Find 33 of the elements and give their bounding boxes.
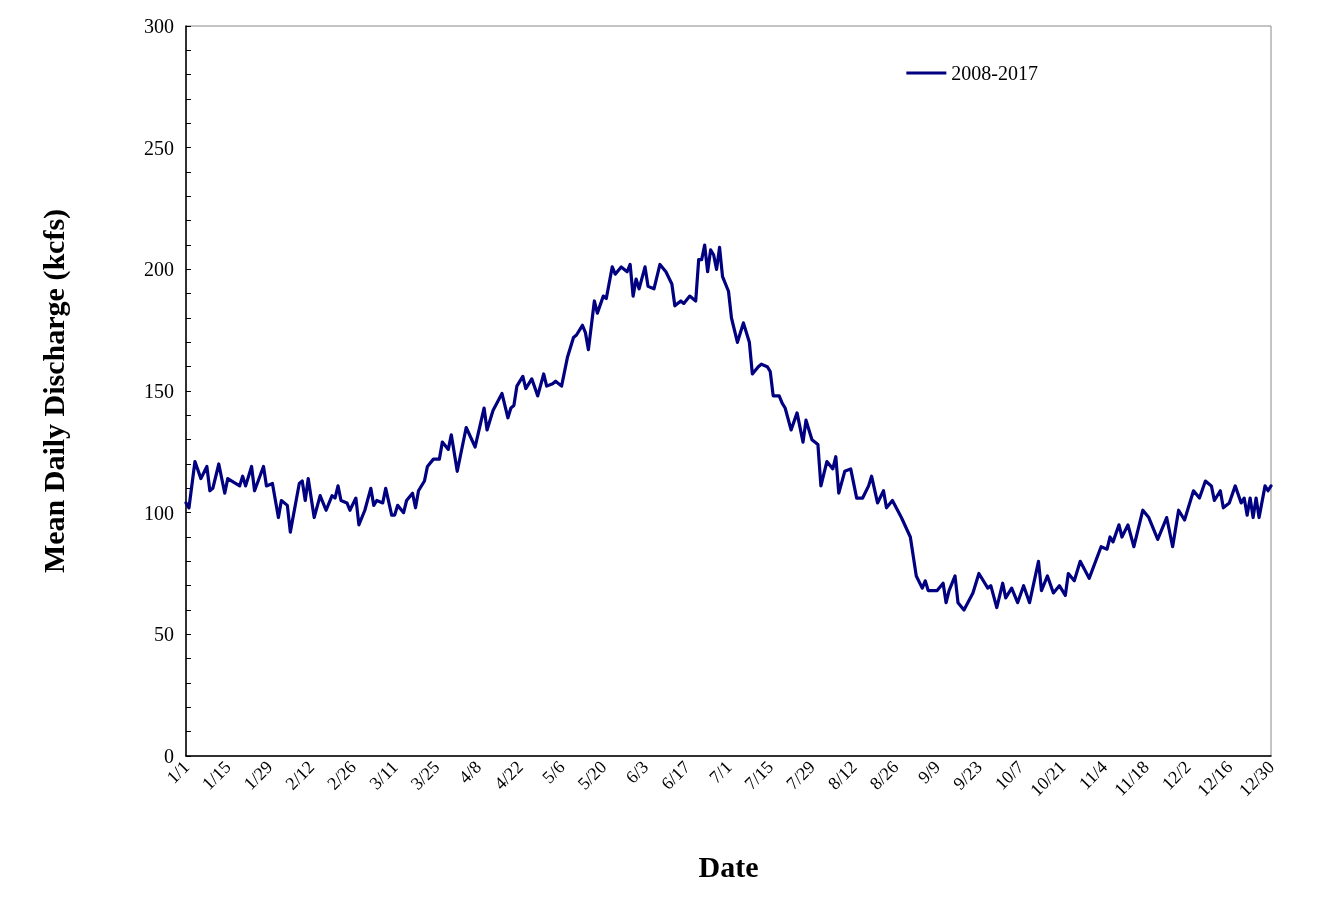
x-tick-label: 10/7	[990, 756, 1028, 794]
x-tick-label: 9/9	[913, 756, 945, 788]
x-tick-label: 11/4	[1074, 756, 1112, 794]
line-series	[184, 243, 1273, 612]
y-tick-label: 200	[144, 258, 174, 281]
x-tick-label: 8/26	[865, 756, 903, 794]
y-tick-label: 100	[144, 501, 174, 524]
y-tick-label: 150	[144, 380, 174, 402]
x-tick-label: 4/22	[490, 756, 527, 794]
x-tick-label: 9/23	[949, 756, 986, 794]
y-tick-label: 50	[154, 623, 174, 646]
y-axis-title: Mean Daily Discharge (kcfs)	[36, 208, 71, 574]
legend-label: 2008-2017	[951, 62, 1039, 84]
x-tick-label: 4/8	[454, 756, 486, 788]
x-tick-label: 12/2	[1157, 756, 1195, 794]
x-tick-label: 3/11	[365, 756, 402, 794]
x-tick-label: 7/29	[782, 756, 820, 794]
x-tick-label: 5/6	[538, 756, 569, 788]
x-tick-label: 1/29	[239, 756, 277, 794]
x-tick-label: 2/12	[281, 756, 319, 794]
y-tick-label: 0	[164, 745, 174, 767]
x-tick-label: 6/3	[621, 756, 653, 788]
x-tick-label: 3/25	[406, 756, 444, 794]
x-tick-label: 7/1	[705, 756, 736, 788]
x-tick-label: 2/26	[323, 756, 360, 794]
x-tick-label: 8/12	[824, 756, 861, 794]
y-tick-label: 250	[144, 136, 174, 159]
x-tick-label: 1/15	[198, 756, 235, 794]
x-tick-label: 7/15	[740, 756, 778, 794]
x-axis-title: Date	[698, 849, 759, 883]
x-tick-label: 5/20	[573, 756, 611, 794]
x-tick-label: 6/17	[657, 756, 694, 794]
y-tick-label: 300	[144, 15, 174, 37]
